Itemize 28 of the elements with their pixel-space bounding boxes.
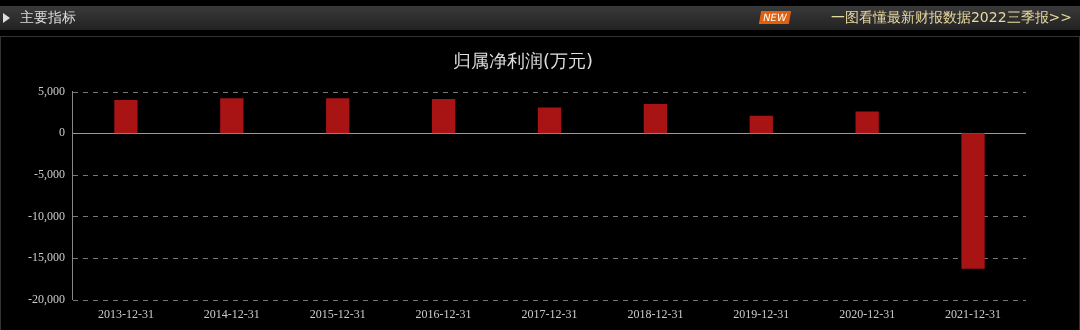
x-tick-label: 2017-12-31 — [521, 306, 578, 321]
bar — [431, 99, 456, 134]
x-tick-label: 2015-12-31 — [309, 306, 366, 321]
bar — [220, 98, 244, 134]
bar — [749, 115, 773, 134]
x-tick-label: 2013-12-31 — [97, 306, 154, 321]
text: 一图看懂最新财报数据2022三季报>> — [830, 9, 1072, 27]
bar — [961, 133, 985, 269]
x-tick-label: 2020-12-31 — [839, 306, 896, 321]
y-tick-label: -15,000 — [28, 250, 65, 265]
chart-title: 归属净利润(万元) — [452, 50, 594, 72]
bar — [114, 99, 138, 134]
x-tick-label: 2018-12-31 — [627, 306, 684, 321]
x-tick-label: 2019-12-31 — [733, 306, 790, 321]
y-tick-label: 0 — [59, 125, 65, 140]
x-tick-label: 2014-12-31 — [203, 306, 260, 321]
y-tick-label: -5,000 — [34, 166, 65, 181]
text: NEW — [759, 11, 792, 24]
y-tick-label: 5,000 — [38, 83, 65, 98]
y-tick-label: -20,000 — [28, 291, 65, 306]
bar — [537, 107, 562, 134]
x-tick-label: 2016-12-31 — [415, 306, 472, 321]
bar — [855, 111, 879, 134]
bar — [326, 98, 350, 134]
bar — [643, 104, 668, 134]
y-tick-label: -10,000 — [28, 208, 65, 223]
x-tick-label: 2021-12-31 — [945, 306, 1002, 321]
text: 主要指标 — [20, 9, 76, 27]
